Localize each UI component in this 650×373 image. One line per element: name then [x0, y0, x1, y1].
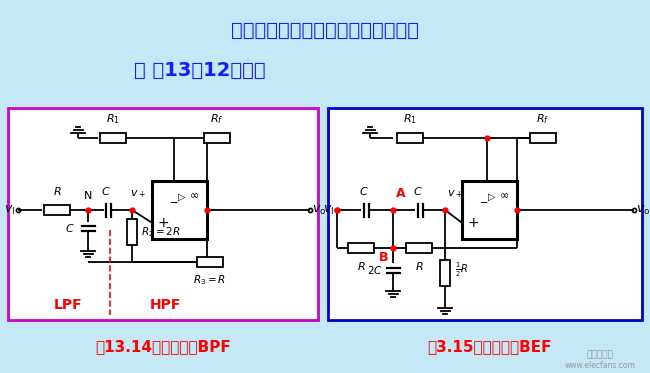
Text: $R$: $R$: [415, 260, 423, 272]
Text: www.elecfans.com: www.elecfans.com: [565, 360, 636, 370]
Text: $v_\mathrm{o}$: $v_\mathrm{o}$: [312, 203, 326, 217]
Text: HPF: HPF: [150, 298, 181, 312]
Text: _: _: [170, 190, 176, 203]
Text: $C$: $C$: [359, 185, 369, 197]
Text: LPF: LPF: [54, 298, 83, 312]
Text: $C$: $C$: [101, 185, 111, 197]
Bar: [406, 243, 432, 253]
Bar: [204, 133, 230, 143]
Bar: [44, 205, 70, 215]
Text: $R_1$: $R_1$: [106, 112, 120, 126]
Text: $R_1$: $R_1$: [403, 112, 417, 126]
Text: $R$: $R$: [53, 185, 61, 197]
Text: ▷: ▷: [489, 192, 496, 202]
Text: +: +: [157, 216, 169, 230]
Text: $v_+$: $v_+$: [130, 188, 146, 200]
Bar: [397, 133, 423, 143]
Text: $v_\mathrm{I}$: $v_\mathrm{I}$: [4, 203, 15, 217]
Text: $2C$: $2C$: [367, 264, 383, 276]
Text: +: +: [467, 216, 479, 230]
Text: N: N: [84, 191, 92, 201]
Text: $R_f$: $R_f$: [211, 112, 224, 126]
Bar: [127, 219, 137, 245]
Text: B: B: [378, 251, 388, 264]
Bar: [100, 133, 126, 143]
Text: $R_2{=}2R$: $R_2{=}2R$: [141, 225, 181, 239]
Text: 电子发烧友: 电子发烧友: [586, 351, 614, 360]
Text: 如 图13．12所示。: 如 图13．12所示。: [134, 60, 266, 79]
Text: ∞: ∞: [500, 192, 510, 202]
Text: 图13.14二阶压控型BPF: 图13.14二阶压控型BPF: [95, 339, 231, 354]
Text: $C$: $C$: [413, 185, 423, 197]
Text: $v_+$: $v_+$: [447, 188, 463, 200]
Bar: [462, 181, 517, 239]
Bar: [348, 243, 374, 253]
Bar: [8, 108, 318, 320]
Bar: [440, 260, 450, 286]
Text: A: A: [396, 187, 406, 200]
Text: 二阶压控型有源高通滤波器的电路图: 二阶压控型有源高通滤波器的电路图: [231, 21, 419, 40]
Bar: [328, 108, 642, 320]
Bar: [530, 133, 556, 143]
Bar: [197, 257, 223, 267]
Text: $R_3{=}R$: $R_3{=}R$: [194, 273, 227, 287]
Text: _: _: [480, 190, 486, 203]
Bar: [152, 181, 207, 239]
Text: 图3.15二阶压控型BEF: 图3.15二阶压控型BEF: [428, 339, 552, 354]
Text: $\frac{1}{2}R$: $\frac{1}{2}R$: [455, 261, 469, 279]
Text: ▷: ▷: [179, 192, 186, 202]
Text: $R_f$: $R_f$: [536, 112, 550, 126]
Text: $v_\mathrm{I}$: $v_\mathrm{I}$: [323, 203, 334, 217]
Text: ∞: ∞: [190, 192, 200, 202]
Text: $v_\mathrm{o}$: $v_\mathrm{o}$: [636, 203, 650, 217]
Text: $R$: $R$: [357, 260, 365, 272]
Text: $C$: $C$: [65, 222, 75, 234]
